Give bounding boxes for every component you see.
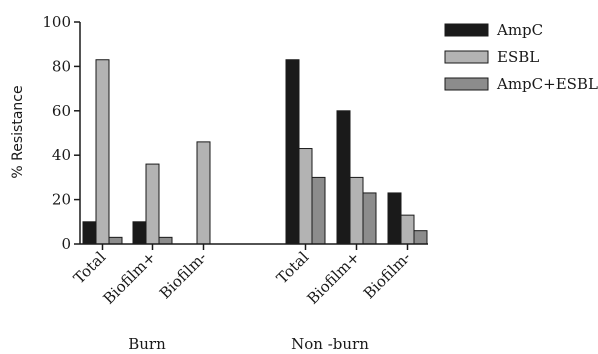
legend-label: AmpC+ESBL	[496, 75, 598, 93]
bars	[82, 59, 428, 245]
bar-esbl	[400, 214, 415, 245]
group-label: Burn	[128, 335, 166, 353]
x-axis	[80, 243, 428, 250]
legend-label: AmpC	[496, 21, 543, 39]
y-tick-label: 100	[42, 13, 71, 31]
category-label: Biofilm-	[156, 248, 210, 302]
bar-ampc	[132, 221, 147, 245]
bar-ampc-esbl	[362, 192, 377, 245]
y-tick-label: 40	[52, 146, 71, 164]
bar-ampc	[387, 192, 402, 245]
bar-ampc-esbl	[413, 230, 428, 245]
bar-ampc-esbl	[108, 236, 123, 245]
category-label: Total	[273, 248, 312, 287]
legend-swatch	[444, 50, 489, 64]
bar-esbl	[298, 148, 313, 245]
legend: AmpC ESBL AmpC+ESBL	[444, 21, 598, 93]
bar-ampc	[285, 59, 300, 245]
y-tick-label: 20	[52, 191, 71, 209]
category-label: Biofilm-	[360, 248, 414, 302]
category-label: Biofilm+	[100, 248, 160, 308]
category-label: Biofilm+	[304, 248, 364, 308]
bar-ampc-esbl	[158, 236, 173, 245]
legend-swatch	[444, 23, 489, 37]
legend-label: ESBL	[497, 48, 539, 66]
legend-swatch	[444, 77, 489, 91]
bar-ampc-esbl	[311, 176, 326, 245]
group-label: Non -burn	[291, 335, 369, 353]
bar-ampc	[336, 110, 351, 245]
group-labels: Burn Non -burn	[128, 335, 369, 353]
category-label: Total	[70, 248, 109, 287]
bar-esbl	[95, 59, 110, 245]
y-axis: 0 20 40 60 80 100	[42, 13, 81, 253]
y-tick-label: 60	[52, 102, 71, 120]
bar-esbl	[196, 141, 211, 245]
bar-ampc	[82, 221, 97, 245]
y-tick-label: 0	[61, 235, 71, 253]
bar-esbl	[349, 176, 364, 245]
y-axis-label: % Resistance	[10, 85, 26, 178]
bar-esbl	[145, 163, 160, 245]
y-tick-label: 80	[52, 57, 71, 75]
